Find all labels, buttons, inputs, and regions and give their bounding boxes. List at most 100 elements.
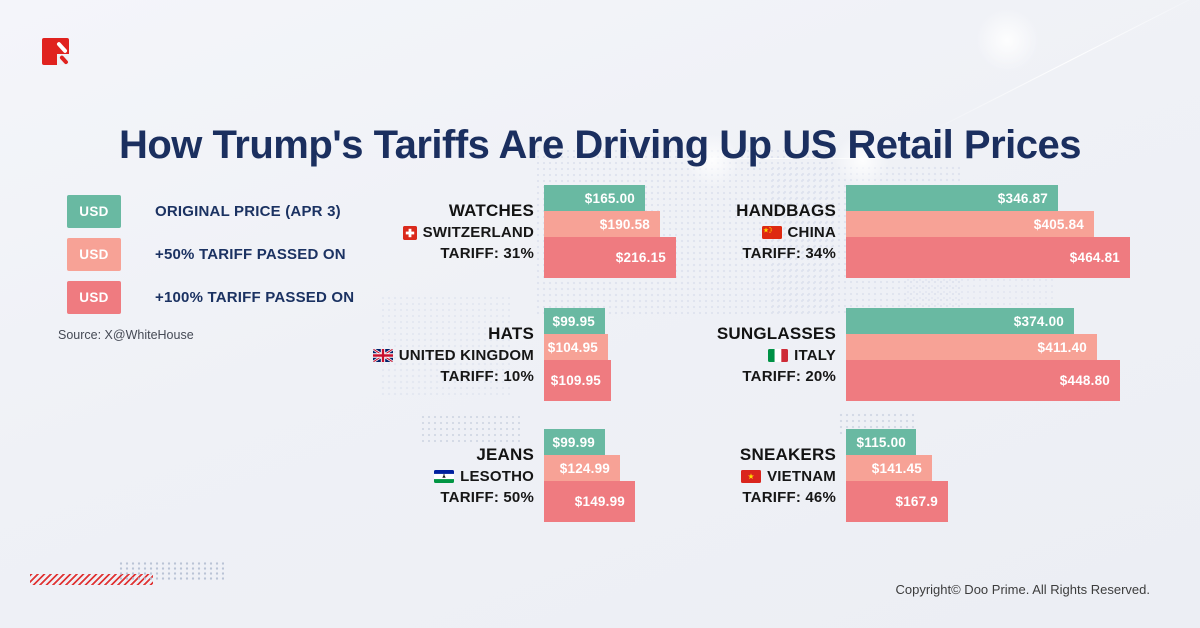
price-label: $99.99 <box>552 434 595 450</box>
price-label: $346.87 <box>997 190 1048 206</box>
price-label: $374.00 <box>1013 313 1064 329</box>
bar-stack: $165.00 $190.58 $216.15 <box>544 185 676 278</box>
product-name: WATCHES <box>448 200 534 220</box>
country-label: CHINA <box>761 223 837 241</box>
flag-uk-icon <box>372 349 393 362</box>
country-name: CHINA <box>787 223 836 241</box>
price-label: $405.84 <box>1033 216 1084 232</box>
price-label: $448.80 <box>1059 373 1110 388</box>
price-bar-plus100: $167.9 <box>846 481 948 522</box>
tariff-label: TARIFF: 50% <box>440 488 534 506</box>
price-label: $411.40 <box>1037 339 1087 355</box>
price-label: $99.95 <box>552 313 595 329</box>
price-bar-original: $346.87 <box>846 185 1058 211</box>
price-label: $464.81 <box>1069 250 1120 265</box>
page-title: How Trump's Tariffs Are Driving Up US Re… <box>118 122 1082 167</box>
price-bar-plus50: $405.84 <box>846 211 1094 237</box>
price-bar-plus100: $464.81 <box>846 237 1130 278</box>
group-label-block: JEANS LESOTHO TARIFF: 50% <box>244 429 534 522</box>
flag-switzerland-icon <box>402 225 417 240</box>
product-group-handbags: HANDBAGS CHINA TARIFF: 34% $346.87 $405.84 $4… <box>0 185 1200 278</box>
copyright-text: Copyright© Doo Prime. All Rights Reserve… <box>895 582 1150 597</box>
bar-stack: $99.99 $124.99 $149.99 <box>544 429 635 522</box>
bar-stack: $99.95 $104.95 $109.95 <box>544 308 611 401</box>
country-name: UNITED KINGDOM <box>398 346 534 364</box>
legend-swatch-text: USD <box>79 290 109 305</box>
tariff-label: TARIFF: 31% <box>440 244 534 262</box>
product-group-sneakers: SNEAKERS VIETNAM TARIFF: 46% $115.00 $141.45… <box>0 429 1200 522</box>
legend-item-plus50: USD +50% TARIFF PASSED ON <box>67 238 346 271</box>
product-name: HATS <box>488 323 534 343</box>
dash-dots-decoration <box>118 561 224 581</box>
price-bar-plus100: $149.99 <box>544 481 635 522</box>
price-bar-original: $165.00 <box>544 185 645 211</box>
country-label: UNITED KINGDOM <box>372 346 534 364</box>
price-bar-original: $99.99 <box>544 429 605 455</box>
legend-item-plus100: USD +100% TARIFF PASSED ON <box>67 281 354 314</box>
price-label: $104.95 <box>547 339 598 355</box>
group-label-block: WATCHES SWITZERLAND TARIFF: 31% <box>244 185 534 278</box>
country-label: SWITZERLAND <box>402 223 534 241</box>
country-label: LESOTHO <box>434 467 534 485</box>
bar-stack: $374.00 $411.40 $448.80 <box>846 308 1120 401</box>
legend-swatch-plus100: USD <box>67 281 121 314</box>
group-label-block: HANDBAGS CHINA TARIFF: 34% <box>556 185 836 278</box>
flag-lesotho-icon <box>434 470 455 483</box>
price-bar-plus50: $411.40 <box>846 334 1097 360</box>
legend-swatch-text: USD <box>79 204 109 219</box>
price-bar-plus100: $109.95 <box>544 360 611 401</box>
tariff-label: TARIFF: 34% <box>742 244 836 262</box>
price-bar-plus100: $448.80 <box>846 360 1120 401</box>
price-bar-plus50: $190.58 <box>544 211 660 237</box>
light-streak <box>918 0 1200 139</box>
legend-label-plus50: +50% TARIFF PASSED ON <box>155 246 346 263</box>
legend-swatch-plus50: USD <box>67 238 121 271</box>
tariff-label: TARIFF: 46% <box>742 488 836 506</box>
price-label: $149.99 <box>574 494 625 509</box>
price-bar-plus50: $124.99 <box>544 455 620 481</box>
doo-prime-logo-icon <box>42 38 72 68</box>
price-bar-plus100: $216.15 <box>544 237 676 278</box>
bar-stack: $115.00 $141.45 $167.9 <box>846 429 948 522</box>
price-label: $167.9 <box>895 494 938 509</box>
group-label-block: HATS UNITED KINGDOM TARIFF: 10% <box>244 308 534 401</box>
hatch-bar-decoration <box>30 574 153 585</box>
legend-swatch-original: USD <box>67 195 121 228</box>
price-bar-plus50: $104.95 <box>544 334 608 360</box>
product-name: JEANS <box>476 444 534 464</box>
flag-vietnam-icon <box>741 470 762 483</box>
price-bar-plus50: $141.45 <box>846 455 932 481</box>
tariff-label: TARIFF: 10% <box>440 367 534 385</box>
price-label: $141.45 <box>871 460 922 476</box>
light-glow <box>975 8 1040 73</box>
legend-label-plus100: +100% TARIFF PASSED ON <box>155 289 355 306</box>
group-label-block: SUNGLASSES ITALY TARIFF: 20% <box>556 308 836 401</box>
legend-label-original: ORIGINAL PRICE (APR 3) <box>155 203 341 220</box>
country-label: ITALY <box>768 346 836 364</box>
product-group-watches: WATCHES SWITZERLAND TARIFF: 31% $165.00 $190… <box>0 185 1200 278</box>
price-label: $109.95 <box>550 373 601 388</box>
bar-stack: $346.87 $405.84 $464.81 <box>846 185 1130 278</box>
source-note: Source: X@WhiteHouse <box>58 328 194 342</box>
product-name: HANDBAGS <box>736 200 836 220</box>
product-group-sunglasses: SUNGLASSES ITALY TARIFF: 20% $374.00 $411.40… <box>0 308 1200 401</box>
group-label-block: SNEAKERS VIETNAM TARIFF: 46% <box>556 429 836 522</box>
product-group-hats: HATS UNITED KINGDOM TARIFF: 10% $99.95 $104.… <box>0 308 1200 401</box>
price-label: $124.99 <box>559 460 610 476</box>
price-bar-original: $99.95 <box>544 308 605 334</box>
country-name: ITALY <box>794 346 836 364</box>
flag-china-icon <box>761 226 782 239</box>
price-bar-original: $115.00 <box>846 429 916 455</box>
country-name: LESOTHO <box>460 467 534 485</box>
country-name: SWITZERLAND <box>422 223 534 241</box>
product-name: SUNGLASSES <box>716 323 836 343</box>
legend-swatch-text: USD <box>79 247 109 262</box>
product-name: SNEAKERS <box>739 444 836 464</box>
price-label: $165.00 <box>584 190 635 206</box>
country-name: VIETNAM <box>767 467 836 485</box>
price-label: $190.58 <box>599 216 650 232</box>
price-label: $115.00 <box>856 434 906 450</box>
legend-item-original: USD ORIGINAL PRICE (APR 3) <box>67 195 341 228</box>
price-bar-original: $374.00 <box>846 308 1074 334</box>
